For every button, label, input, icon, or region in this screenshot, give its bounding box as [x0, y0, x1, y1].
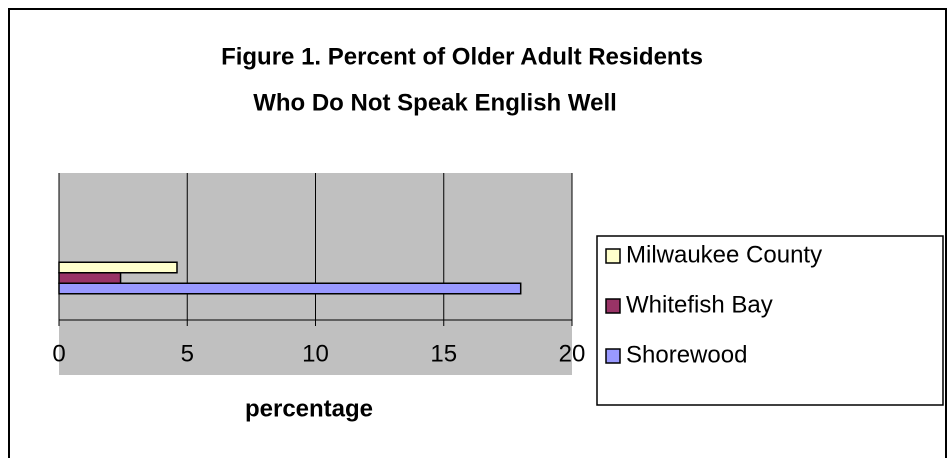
x-tick-label: 15 — [430, 340, 457, 367]
legend-swatch — [605, 298, 621, 314]
legend-swatch — [605, 248, 621, 264]
x-axis-label: percentage — [245, 395, 373, 422]
x-tick-label: 20 — [559, 340, 586, 367]
legend-label: Whitefish Bay — [626, 291, 773, 318]
x-tick-label: 0 — [52, 340, 65, 367]
x-tick-label: 10 — [302, 340, 329, 367]
legend-label: Shorewood — [626, 341, 747, 368]
bar — [58, 282, 522, 295]
x-tick-label: 5 — [181, 340, 194, 367]
legend-swatch — [605, 348, 621, 364]
legend-label: Milwaukee County — [626, 241, 822, 268]
chart-title: Who Do Not Speak English Well — [253, 89, 617, 116]
bar — [58, 272, 122, 284]
chart-title: Figure 1. Percent of Older Adult Residen… — [221, 43, 703, 70]
bar — [58, 261, 178, 274]
legend-box — [596, 235, 944, 406]
